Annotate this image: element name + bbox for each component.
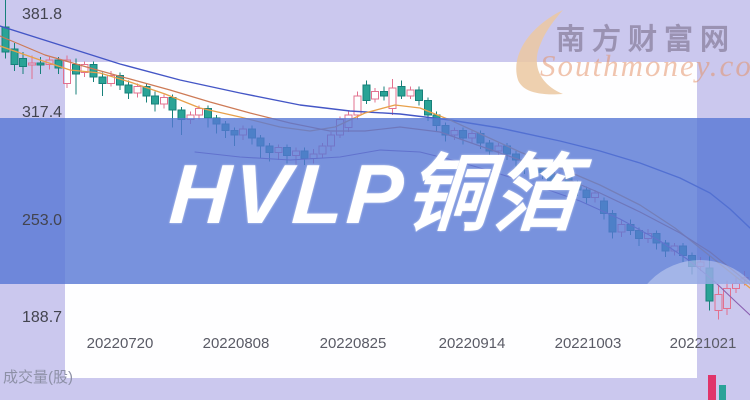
date-axis-label: 20220720: [86, 335, 154, 352]
watermark-swoosh-glow: [630, 260, 750, 284]
price-axis-label: 188.7: [22, 309, 63, 326]
title-band: [0, 118, 750, 284]
price-axis-label: 381.8: [22, 6, 63, 23]
watermark-site-name: 南方财富网: [556, 24, 737, 56]
price-axis-label: 317.4: [22, 104, 63, 121]
page-title: HVLP铜箔: [166, 147, 584, 241]
date-axis-label: 20220825: [319, 335, 387, 352]
date-axis-label: 20220808: [202, 335, 270, 352]
watermark-site-url: Southmoney.com: [540, 48, 750, 83]
date-axis-label: 20221021: [669, 335, 737, 352]
price-axis-label: 253.0: [22, 212, 63, 229]
date-axis-label: 20221003: [554, 335, 622, 352]
date-axis-label: 20220914: [438, 335, 506, 352]
volume-bars-group: [708, 375, 726, 400]
volume-pane-label: 成交量(股): [3, 369, 73, 386]
watermark-swoosh-icon: [516, 10, 563, 95]
